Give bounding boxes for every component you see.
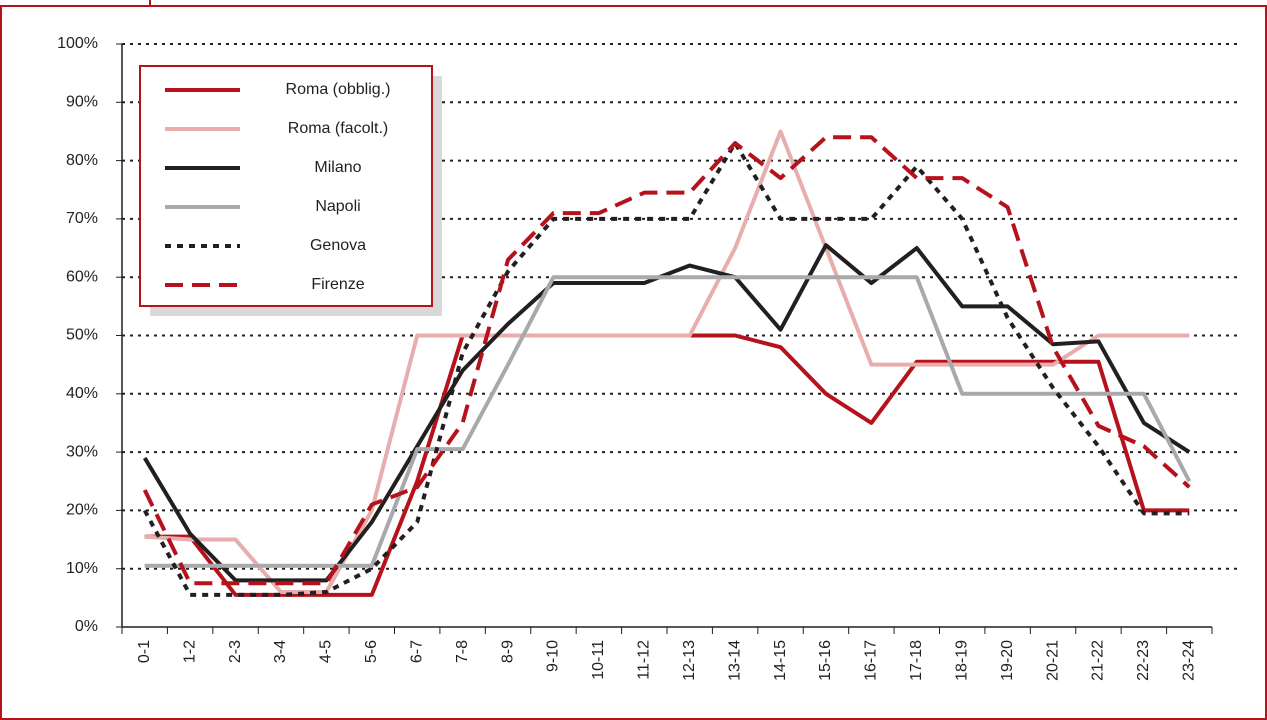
x-tick-label: 14-15 (772, 640, 789, 681)
x-tick-label: 15-16 (817, 640, 834, 681)
x-tick-label: 4-5 (318, 640, 335, 663)
x-tick-label: 11-12 (636, 640, 653, 680)
x-tick-label: 2-3 (227, 640, 244, 663)
x-tick-label: 22-23 (1135, 640, 1152, 681)
x-tick-label: 16-17 (863, 640, 880, 681)
y-tick-label: 60% (66, 268, 98, 285)
x-tick-label: 7-8 (454, 640, 471, 663)
x-tick-label: 1-2 (181, 640, 198, 663)
y-tick-label: 90% (66, 94, 98, 111)
x-tick-label: 3-4 (272, 640, 289, 663)
y-tick-label: 20% (66, 502, 98, 519)
y-tick-label: 30% (66, 443, 98, 460)
x-tick-label: 19-20 (999, 640, 1016, 681)
legend-label: Genova (310, 237, 366, 254)
legend (139, 65, 433, 307)
x-tick-label: 21-22 (1090, 640, 1107, 681)
x-tick-label: 6-7 (408, 640, 425, 663)
legend-label: Roma (obblig.) (286, 81, 391, 98)
legend-label: Napoli (315, 198, 360, 215)
series-line (142, 135, 1191, 586)
y-tick-label: 100% (57, 35, 98, 52)
x-tick-label: 18-19 (953, 640, 970, 681)
y-tick-label: 10% (66, 560, 98, 577)
x-tick-label: 12-13 (681, 640, 698, 681)
frame (0, 5, 1267, 720)
x-tick-label: 10-11 (590, 640, 607, 680)
y-tick-label: 40% (66, 385, 98, 402)
x-tick-label: 5-6 (363, 640, 380, 663)
y-tick-label: 50% (66, 327, 98, 344)
x-tick-label: 20-21 (1044, 640, 1061, 681)
x-tick-label: 23-24 (1181, 640, 1198, 681)
x-tick-label: 9-10 (545, 640, 562, 672)
x-tick-label: 17-18 (908, 640, 925, 681)
x-tick-label: 0-1 (136, 640, 153, 663)
x-tick-label: 8-9 (499, 640, 516, 663)
y-tick-label: 70% (66, 210, 98, 227)
legend-label: Milano (314, 159, 361, 176)
y-tick-label: 0% (75, 618, 98, 635)
legend-label: Roma (facolt.) (288, 120, 388, 137)
series-line (142, 243, 1191, 583)
series-line (144, 275, 1192, 568)
series-line (144, 129, 1190, 595)
legend-label: Firenze (311, 276, 364, 293)
x-tick-label: 13-14 (726, 640, 743, 681)
series-line (144, 333, 1190, 597)
y-tick-label: 80% (66, 152, 98, 169)
